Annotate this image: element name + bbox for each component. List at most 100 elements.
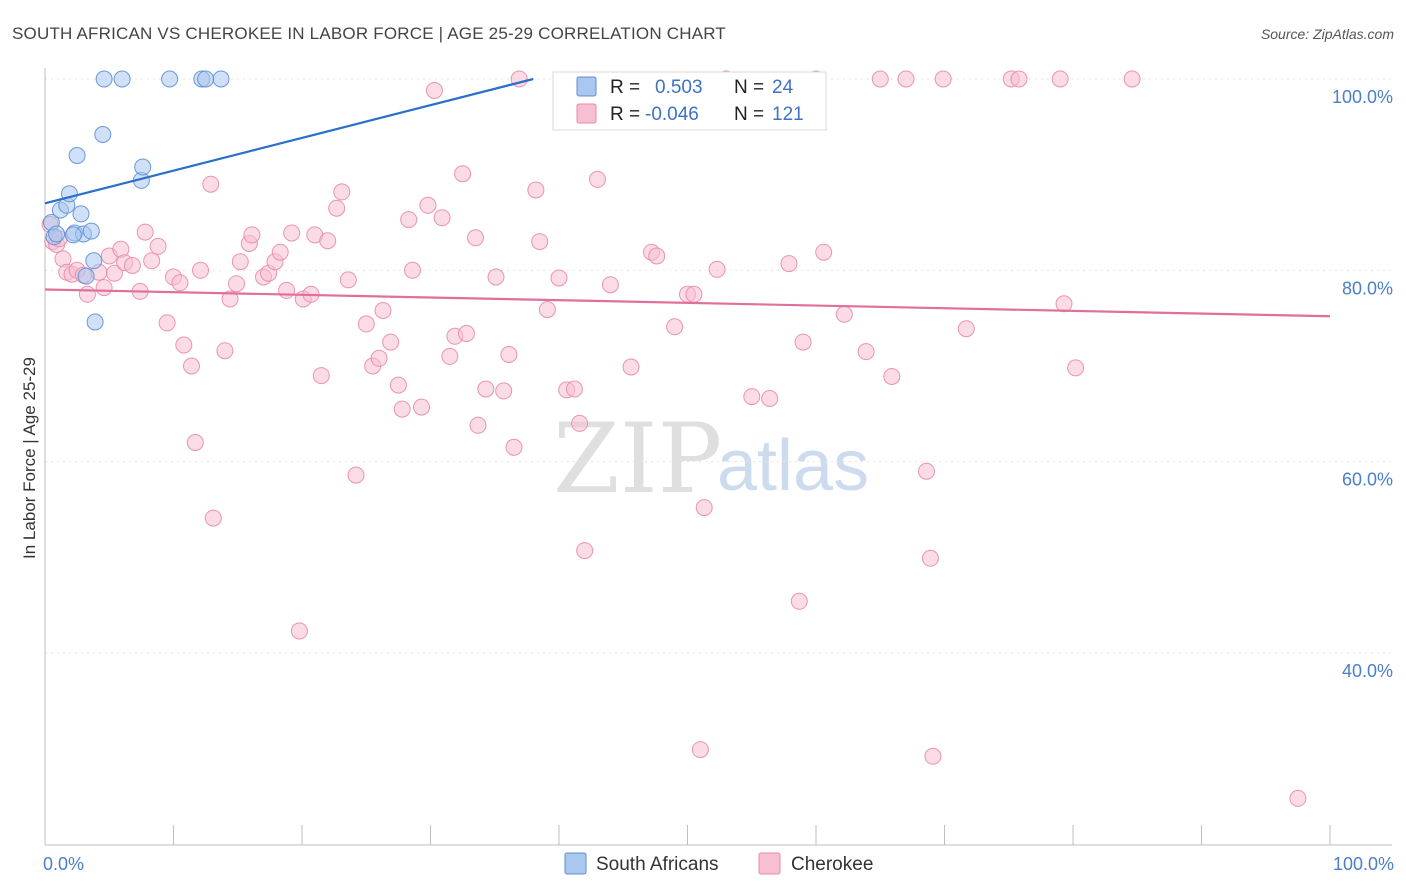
point-cherokee-58: [393, 400, 411, 418]
point-cherokee-73: [495, 382, 513, 400]
point-cherokee-18: [136, 223, 154, 241]
point-cherokee-28: [202, 175, 220, 193]
point-cherokee-31: [221, 290, 239, 308]
point-cherokee-23: [171, 274, 189, 292]
point-cherokee-97: [743, 388, 761, 406]
point-cherokee-75: [505, 438, 523, 456]
point-south-africans-11: [85, 252, 103, 270]
bottom-legend-label-south-africans: South Africans: [596, 854, 719, 875]
watermark: ZIP atlas: [553, 403, 869, 515]
point-cherokee-9: [78, 285, 96, 303]
point-south-africans-17: [134, 158, 152, 176]
point-cherokee-70: [469, 416, 487, 434]
chart-title: SOUTH AFRICAN VS CHEROKEE IN LABOR FORCE…: [12, 24, 726, 43]
point-cherokee-48: [328, 199, 346, 217]
point-cherokee-52: [357, 315, 375, 333]
point-cherokee-84: [576, 542, 594, 560]
point-cherokee-26: [186, 434, 204, 451]
y-tick-label-60: 60.0%: [1342, 470, 1393, 490]
chart-source: Source: ZipAtlas.com: [1261, 26, 1394, 42]
point-south-africans-15: [113, 70, 131, 88]
x-tick-label-start: 0.0%: [43, 854, 84, 874]
point-cherokee-40: [278, 281, 296, 299]
point-south-africans-14: [95, 70, 113, 88]
point-cherokee-93: [691, 741, 709, 759]
point-cherokee-30: [216, 342, 234, 360]
point-cherokee-49: [333, 183, 351, 201]
x-tick-label-end: 100.0%: [1333, 854, 1394, 874]
point-south-africans-9: [77, 267, 95, 285]
point-cherokee-21: [158, 314, 176, 332]
point-cherokee-72: [487, 268, 505, 286]
point-cherokee-119: [1123, 70, 1141, 88]
point-south-africans-22: [48, 225, 66, 243]
point-cherokee-56: [382, 333, 400, 351]
point-cherokee-115: [1010, 70, 1028, 88]
point-cherokee-92: [685, 285, 703, 303]
point-south-africans-7: [72, 205, 90, 223]
point-cherokee-19: [143, 252, 161, 270]
point-cherokee-27: [192, 261, 209, 279]
point-cherokee-24: [175, 336, 193, 354]
legend-n-label-cherokee: N =: [734, 104, 764, 125]
point-cherokee-85: [589, 170, 606, 188]
legend-r-label-cherokee: R =: [610, 104, 640, 125]
point-cherokee-68: [458, 325, 475, 342]
point-cherokee-90: [666, 318, 684, 336]
point-south-africans-21: [197, 70, 215, 88]
trend-line-south-africans: [44, 77, 534, 205]
point-south-africans-12: [86, 313, 104, 331]
legend-n-value-cherokee: 121: [772, 104, 804, 125]
point-cherokee-60: [404, 261, 421, 279]
point-cherokee-100: [790, 592, 808, 610]
point-cherokee-46: [312, 367, 330, 385]
point-cherokee-35: [243, 226, 261, 244]
point-cherokee-89: [648, 247, 666, 265]
point-cherokee-16: [123, 257, 141, 274]
trend-line-cherokee: [44, 288, 1331, 318]
point-cherokee-64: [433, 209, 451, 227]
point-cherokee-13: [105, 264, 123, 282]
point-cherokee-118: [1067, 359, 1085, 377]
data-points: [41, 70, 1307, 807]
bottom-legend-label-cherokee: Cherokee: [791, 854, 873, 875]
y-tick-label-100: 100.0%: [1332, 87, 1393, 107]
point-cherokee-71: [477, 380, 495, 398]
point-cherokee-110: [924, 747, 942, 765]
legend-r-value-south-africans: 0.503: [655, 77, 703, 98]
legend-n-value-south-africans: 24: [772, 77, 794, 98]
point-cherokee-109: [918, 462, 935, 480]
point-cherokee-83: [571, 414, 589, 432]
point-cherokee-86: [601, 276, 619, 294]
axes: [44, 68, 1392, 846]
point-cherokee-42: [290, 622, 308, 640]
point-cherokee-107: [883, 368, 901, 385]
point-cherokee-82: [565, 380, 583, 398]
point-cherokee-11: [95, 279, 113, 297]
point-cherokee-87: [622, 358, 640, 376]
point-south-africans-18: [161, 70, 179, 88]
point-cherokee-79: [538, 301, 556, 319]
point-cherokee-32: [228, 275, 245, 293]
legend-n-label-south-africans: N =: [734, 77, 764, 98]
point-cherokee-108: [897, 70, 915, 88]
bottom-legend-swatch-cherokee: [758, 852, 781, 875]
point-cherokee-55: [374, 302, 392, 319]
point-south-africans-6: [68, 147, 86, 164]
point-cherokee-47: [319, 232, 337, 250]
trend-lines: [44, 77, 1331, 318]
point-cherokee-111: [921, 549, 939, 567]
point-cherokee-20: [149, 237, 167, 255]
point-cherokee-50: [339, 271, 357, 289]
stats-legend-box: [552, 71, 827, 131]
point-cherokee-41: [283, 224, 301, 242]
point-cherokee-54: [370, 349, 388, 367]
point-cherokee-105: [857, 343, 875, 361]
point-cherokee-120: [1289, 789, 1307, 807]
gridlines: [45, 78, 1392, 654]
point-south-africans-10: [82, 222, 100, 240]
point-cherokee-65: [441, 347, 459, 365]
point-cherokee-77: [527, 181, 545, 199]
point-cherokee-57: [389, 376, 407, 394]
